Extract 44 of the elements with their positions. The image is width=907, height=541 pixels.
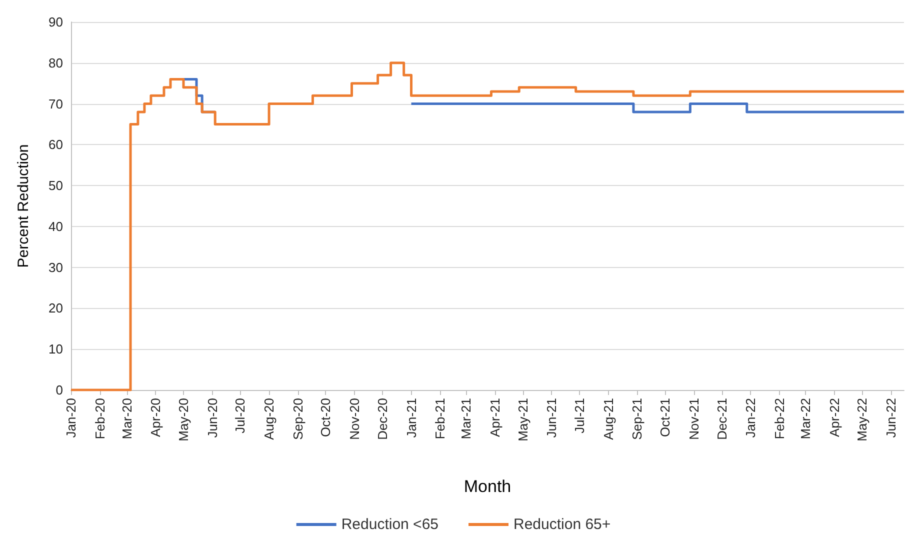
- y-tick-label: 30: [48, 260, 63, 275]
- x-tick-label: Jul-21: [572, 398, 588, 434]
- x-axis-title: Month: [464, 477, 512, 496]
- y-tick-label: 20: [48, 300, 63, 316]
- legend-label: Reduction 65+: [514, 516, 611, 533]
- x-tick-label: Jun-20: [204, 398, 220, 438]
- y-tick-label: 10: [48, 342, 63, 357]
- x-tick-label: Feb-21: [432, 398, 448, 440]
- x-tick-label: Mar-20: [119, 398, 134, 440]
- y-tick-label: 60: [48, 137, 63, 152]
- x-tick-label: May-21: [515, 398, 530, 442]
- legend-label: Reduction <65: [341, 516, 438, 533]
- y-tick-label: 0: [56, 382, 63, 398]
- x-tick-label: Jun-22: [883, 398, 898, 438]
- x-tick-label: May-20: [176, 398, 191, 442]
- y-axis-title: Percent Reduction: [15, 144, 32, 268]
- y-tick-label: 90: [48, 14, 63, 30]
- x-tick-label: Feb-20: [92, 398, 108, 440]
- x-tick-label: May-22: [854, 398, 870, 442]
- y-tick-label: 50: [48, 178, 63, 194]
- x-tick-label: Mar-22: [798, 398, 813, 440]
- x-tick-label: Oct-20: [318, 398, 334, 438]
- x-tick-label: Sep-21: [630, 398, 645, 440]
- x-tick-label: Nov-20: [347, 398, 362, 440]
- x-tick-label: Nov-21: [686, 398, 702, 440]
- x-tick-label: Apr-20: [148, 398, 164, 438]
- x-tick-label: Jan-20: [64, 398, 78, 438]
- x-tick-label: Oct-21: [658, 398, 673, 438]
- x-tick-label: Mar-21: [458, 398, 474, 440]
- x-tick-label: Jun-21: [544, 398, 560, 438]
- x-tick-label: Feb-22: [772, 398, 787, 440]
- x-tick-label: Jan-22: [743, 398, 758, 438]
- x-tick-label: Apr-21: [487, 398, 502, 438]
- x-tick-label: Jan-21: [404, 398, 419, 438]
- x-tick-label: Dec-21: [714, 398, 730, 440]
- y-tick-label: 40: [48, 218, 63, 234]
- x-tick-label: Aug-21: [600, 398, 616, 440]
- y-tick-label: 80: [48, 55, 63, 70]
- x-tick-label: Jul-20: [232, 398, 248, 434]
- x-tick-label: Apr-22: [826, 398, 842, 438]
- x-tick-label: Dec-20: [374, 398, 390, 440]
- x-tick-label: Aug-20: [262, 398, 277, 440]
- x-tick-label: Sep-20: [290, 398, 306, 440]
- y-tick-label: 70: [48, 96, 63, 112]
